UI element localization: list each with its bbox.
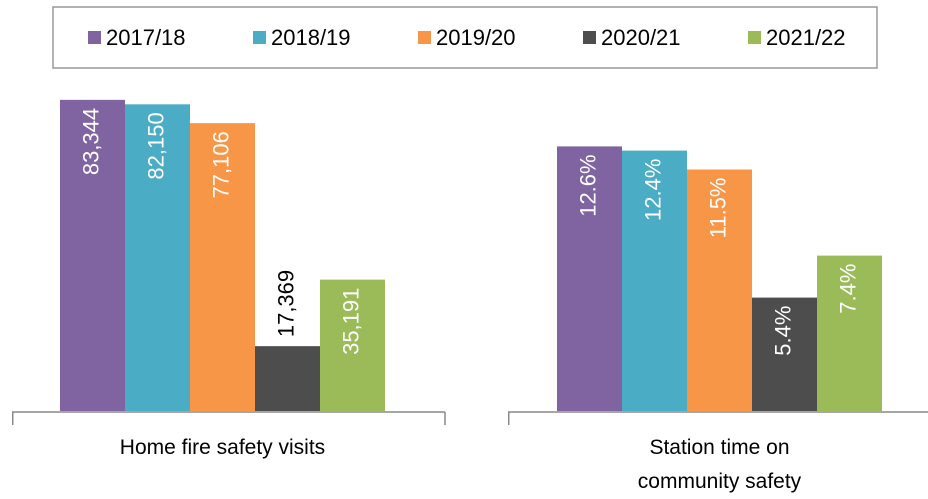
value-label: 5.4% xyxy=(770,306,795,356)
legend-label: 2018/19 xyxy=(271,25,351,50)
bar xyxy=(60,99,125,412)
value-label: 83,344 xyxy=(78,108,103,175)
bar xyxy=(255,346,320,411)
category-label: Station time on community safety xyxy=(637,436,802,493)
legend-label: 2020/21 xyxy=(601,25,681,50)
bar xyxy=(752,297,817,411)
bar xyxy=(817,255,882,411)
value-label: 17,369 xyxy=(273,270,298,337)
legend-swatch xyxy=(253,31,266,44)
legend-label: 2017/18 xyxy=(106,25,186,50)
bar xyxy=(687,169,752,411)
legend-swatch xyxy=(748,31,761,44)
value-label: 77,106 xyxy=(208,131,233,198)
value-label: 82,150 xyxy=(143,112,168,179)
legend-box xyxy=(52,6,878,69)
legend-swatch xyxy=(583,31,596,44)
legend-swatch xyxy=(418,31,431,44)
value-label: 35,191 xyxy=(338,288,363,355)
category-label: Home fire safety visits xyxy=(119,436,326,459)
legend-label: 2021/22 xyxy=(766,25,846,50)
bar xyxy=(190,123,255,411)
value-label: 7.4% xyxy=(835,264,860,314)
value-label: 12.4% xyxy=(640,159,665,221)
bar xyxy=(622,150,687,411)
value-label: 12.6% xyxy=(575,154,600,216)
bar xyxy=(125,104,190,411)
value-label: 11.5% xyxy=(705,178,730,239)
legend-swatch xyxy=(88,31,101,44)
bar xyxy=(320,279,385,411)
bar xyxy=(557,146,622,411)
legend-label: 2019/20 xyxy=(436,25,516,50)
